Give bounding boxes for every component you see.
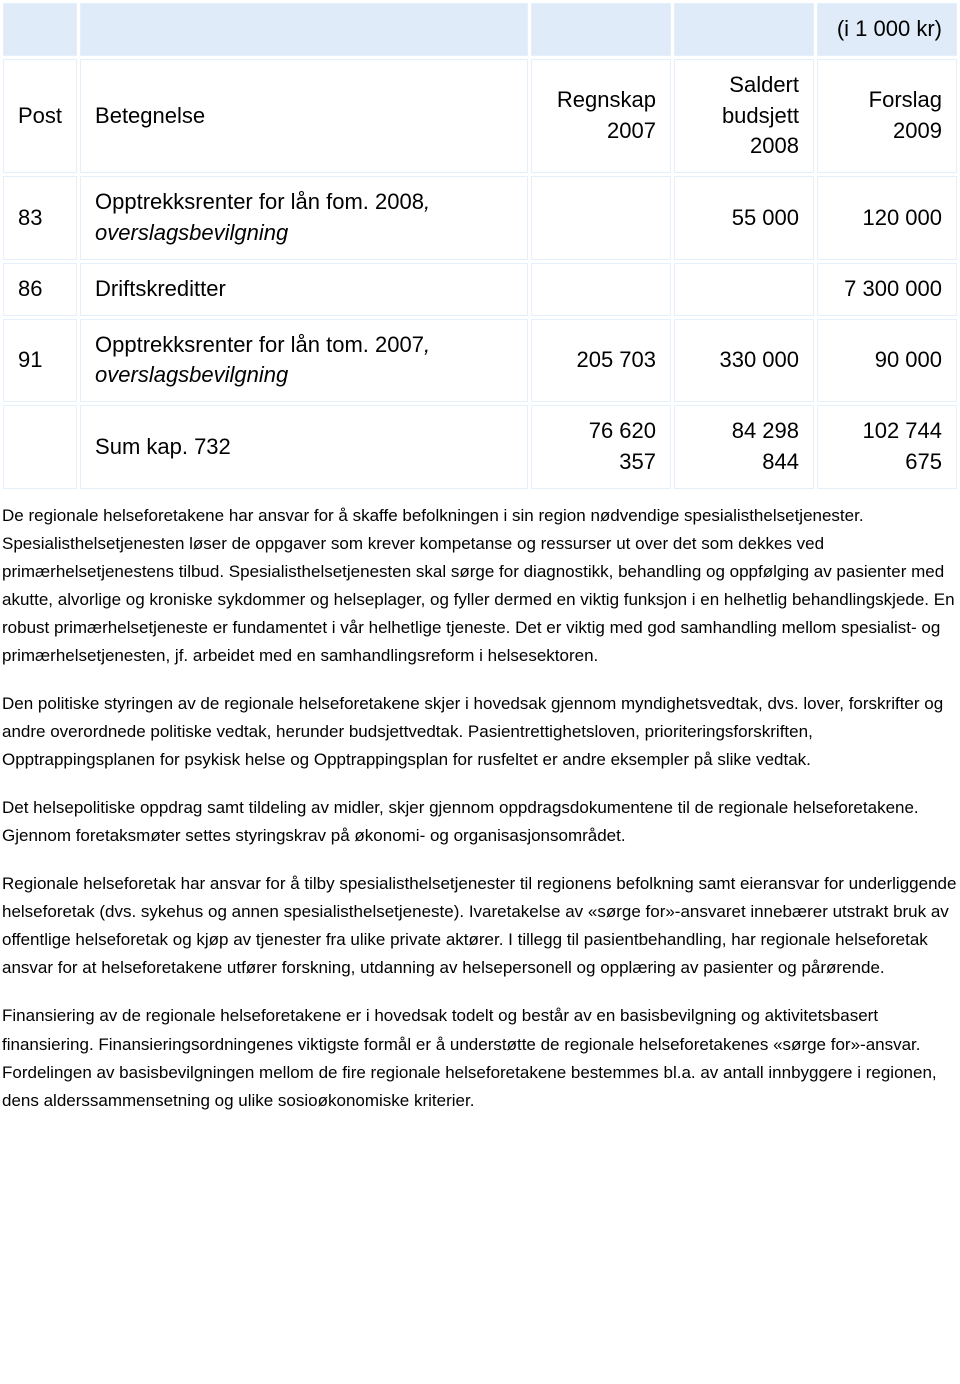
table-row: 83 Opptrekksrenter for lån fom. 2008, ov… <box>3 176 957 260</box>
cell-post: 91 <box>3 319 77 403</box>
unit-row: (i 1 000 kr) <box>3 3 957 56</box>
budget-table: (i 1 000 kr) Post Betegnelse Regnskap 20… <box>0 0 960 492</box>
cell-regnskap: 76 620 357 <box>531 405 671 489</box>
cell-regnskap: 205 703 <box>531 319 671 403</box>
paragraph: Den politiske styringen av de regionale … <box>2 690 958 774</box>
cell-betegnelse: Opptrekksrenter for lån tom. 2007, overs… <box>80 319 528 403</box>
cell-post: 86 <box>3 263 77 316</box>
cell-saldert: 55 000 <box>674 176 814 260</box>
cell-forslag: 102 744 675 <box>817 405 957 489</box>
col-betegnelse: Betegnelse <box>80 59 528 173</box>
cell-saldert <box>674 263 814 316</box>
cell-forslag: 90 000 <box>817 319 957 403</box>
cell-saldert: 84 298 844 <box>674 405 814 489</box>
table-row: 91 Opptrekksrenter for lån tom. 2007, ov… <box>3 319 957 403</box>
cell-forslag: 120 000 <box>817 176 957 260</box>
cell-regnskap <box>531 176 671 260</box>
cell-sum-label: Sum kap. 732 <box>80 405 528 489</box>
sum-row: Sum kap. 732 76 620 357 84 298 844 102 7… <box>3 405 957 489</box>
cell-betegnelse: Opptrekksrenter for lån fom. 2008, overs… <box>80 176 528 260</box>
column-header-row: Post Betegnelse Regnskap 2007 Saldert bu… <box>3 59 957 173</box>
paragraph: De regionale helseforetakene har ansvar … <box>2 502 958 670</box>
paragraph: Finansiering av de regionale helseforeta… <box>2 1002 958 1114</box>
body-text: De regionale helseforetakene har ansvar … <box>0 492 960 1115</box>
cell-post: 83 <box>3 176 77 260</box>
col-regnskap: Regnskap 2007 <box>531 59 671 173</box>
unit-label: (i 1 000 kr) <box>817 3 957 56</box>
col-post: Post <box>3 59 77 173</box>
cell-forslag: 7 300 000 <box>817 263 957 316</box>
col-forslag: Forslag 2009 <box>817 59 957 173</box>
col-saldert: Saldert budsjett 2008 <box>674 59 814 173</box>
paragraph: Det helsepolitiske oppdrag samt tildelin… <box>2 794 958 850</box>
paragraph: Regionale helseforetak har ansvar for å … <box>2 870 958 982</box>
cell-betegnelse: Driftskreditter <box>80 263 528 316</box>
table-row: 86 Driftskreditter 7 300 000 <box>3 263 957 316</box>
cell-saldert: 330 000 <box>674 319 814 403</box>
cell-post <box>3 405 77 489</box>
cell-regnskap <box>531 263 671 316</box>
